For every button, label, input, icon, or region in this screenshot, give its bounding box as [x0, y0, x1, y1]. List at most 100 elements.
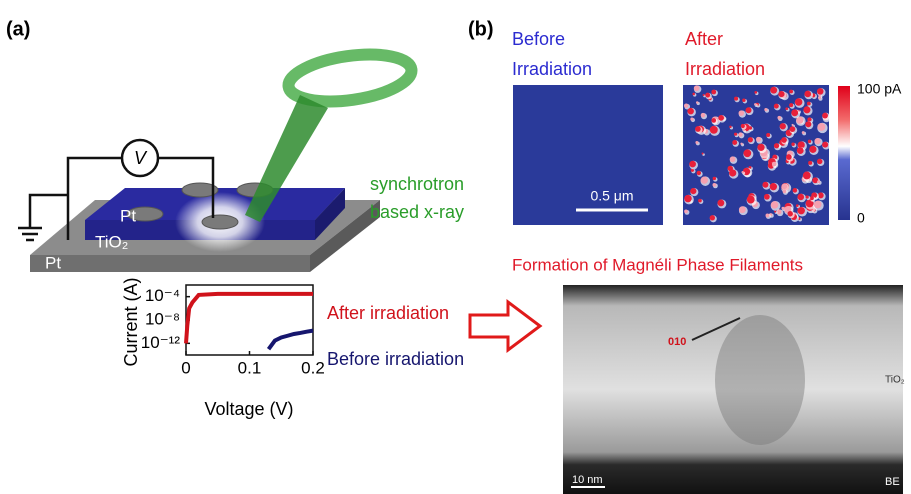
panel-label: (b) [468, 18, 494, 40]
speckle [746, 107, 752, 113]
beam-label: based x-ray [370, 202, 464, 222]
y-tick-label: 10⁻¹² [141, 333, 181, 352]
speckle [764, 194, 770, 200]
scale-bar-label: 0.5 μm [590, 188, 633, 204]
x-tick-label: 0 [181, 358, 190, 377]
speckle [701, 176, 708, 183]
tem-label: 010 [668, 336, 686, 348]
speckle [732, 140, 737, 145]
speckle [697, 171, 701, 175]
speckle [754, 103, 756, 105]
speckle [781, 137, 787, 143]
speckle [791, 109, 798, 116]
speckle [687, 108, 694, 115]
speckle [805, 121, 811, 127]
y-tick-label: 10⁻⁴ [145, 286, 180, 305]
speckle [802, 131, 805, 134]
speckle [754, 91, 757, 94]
speckle [790, 126, 796, 132]
arrow [470, 302, 540, 350]
speckle [774, 143, 779, 148]
speckle [690, 188, 696, 194]
speckle [740, 143, 742, 145]
y-axis-label: Current (A) [121, 277, 141, 366]
speckle [777, 116, 781, 120]
speckle [786, 154, 792, 160]
speckle [814, 138, 820, 144]
speckle [797, 194, 804, 201]
speckle [791, 142, 794, 145]
speckle [803, 172, 811, 180]
speckle [747, 196, 755, 204]
panel-label: (a) [6, 18, 30, 40]
speckle [741, 124, 745, 128]
speckle [772, 162, 777, 167]
y-tick-label: 10⁻⁸ [145, 309, 180, 328]
speckle [690, 117, 693, 120]
speckle [734, 97, 738, 101]
image-title: After [685, 29, 723, 49]
speckle [749, 126, 753, 130]
speckle [695, 126, 701, 132]
speckle [684, 210, 688, 214]
speckle [781, 207, 784, 210]
speckle [809, 146, 816, 153]
speckle [694, 85, 700, 91]
speckle [757, 144, 764, 151]
speckle [743, 149, 751, 157]
figure: (a) (b) V Pt Pt TiO₂ synchrotron based x… [0, 0, 911, 494]
speckle [808, 161, 812, 165]
speckle [818, 96, 821, 99]
speckle [789, 90, 793, 94]
speckle [739, 110, 745, 116]
speckle [734, 133, 737, 136]
before-image [513, 85, 663, 225]
speckle [785, 107, 788, 110]
speckle [804, 91, 811, 98]
speckle [796, 204, 799, 207]
speckle [782, 184, 788, 190]
colorbar [838, 86, 850, 220]
speckle [766, 133, 770, 137]
speckle [739, 206, 746, 213]
speckle [807, 117, 811, 121]
speckle [711, 118, 716, 123]
speckle [789, 103, 793, 107]
speckle [710, 215, 715, 220]
tem-feature [715, 315, 805, 445]
speckle [756, 137, 761, 142]
speckle [817, 123, 825, 131]
x-tick-label: 0.2 [301, 358, 325, 377]
speckle [701, 113, 706, 118]
speckle [806, 195, 809, 198]
speckle [770, 183, 777, 190]
speckle [711, 90, 716, 95]
film-label: TiO₂ [95, 232, 128, 251]
speckle [766, 214, 770, 218]
speckle [684, 103, 688, 107]
speckle [803, 106, 810, 113]
speckle [738, 132, 742, 136]
speckle [797, 207, 804, 214]
speckle [783, 190, 787, 194]
speckle [778, 91, 784, 97]
speckle [822, 113, 828, 119]
speckle [780, 123, 786, 129]
speckle [764, 108, 767, 111]
series-line [269, 331, 313, 350]
speckle [713, 177, 716, 180]
speckle [817, 180, 820, 183]
speckle [814, 201, 822, 209]
speckle [793, 188, 798, 193]
electrode-label: Pt [120, 206, 136, 225]
speckle [770, 87, 777, 94]
speckle [808, 140, 811, 143]
speckle [729, 169, 736, 176]
speckle [705, 93, 710, 98]
image-title: Before [512, 29, 565, 49]
speckle [817, 88, 824, 95]
speckle [787, 211, 792, 216]
speckle [822, 142, 828, 148]
beam-label: synchrotron [370, 174, 464, 194]
